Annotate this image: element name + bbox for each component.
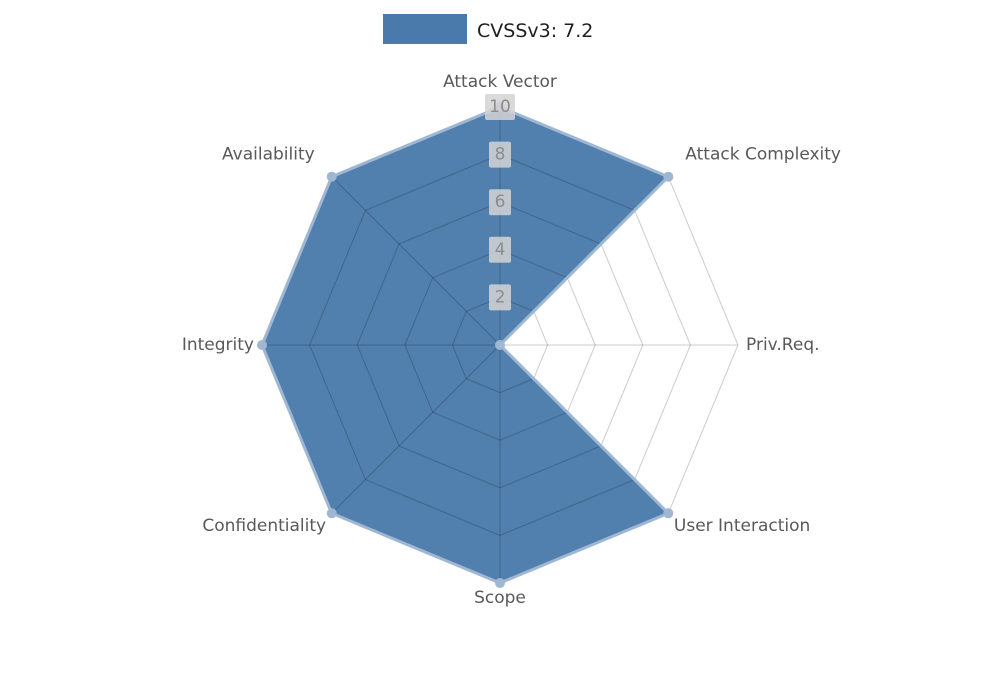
radar-tick-labels: 2 4 6 8 10 — [485, 94, 515, 311]
tick-label: 8 — [495, 145, 506, 165]
grid-ring — [451, 296, 549, 394]
tick-label-bg — [485, 94, 515, 120]
axis-label: User Interaction — [674, 516, 810, 536]
axis-label: Attack Vector — [443, 72, 557, 92]
series-marker — [257, 340, 267, 350]
tick-label-bg — [489, 236, 511, 263]
axis-label: Availability — [222, 145, 315, 165]
series-marker — [495, 578, 505, 588]
tick-label-bg — [489, 284, 511, 311]
tick-label: 4 — [495, 240, 506, 260]
axis-label: Integrity — [182, 335, 254, 355]
series-area — [262, 107, 669, 583]
legend-swatch[interactable] — [383, 14, 467, 44]
series-marker — [326, 171, 337, 182]
legend-label[interactable]: CVSSv3: 7.2 — [477, 20, 593, 42]
radar-series-fill — [262, 107, 669, 583]
axis-label: Priv.Req. — [746, 335, 820, 355]
tick-label-bg — [489, 141, 511, 168]
axis-label: Scope — [474, 588, 526, 608]
radar-series-line — [257, 102, 674, 588]
tick-label: 10 — [489, 97, 511, 117]
axis-label: Attack Complexity — [685, 145, 841, 165]
grid-spoke — [331, 176, 501, 346]
radar-axis-labels: Attack Vector Attack Complexity Priv.Req. U… — [182, 72, 841, 608]
legend[interactable]: CVSSv3: 7.2 — [383, 14, 593, 44]
tick-label: 6 — [495, 192, 506, 212]
tick-label: 2 — [495, 287, 506, 307]
grid-ring — [404, 249, 596, 441]
series-marker — [663, 508, 674, 519]
grid-spoke — [331, 344, 501, 514]
tick-label-bg — [489, 189, 511, 216]
grid-ring — [356, 201, 644, 489]
series-marker — [326, 508, 337, 519]
grid-ring — [309, 154, 691, 536]
series-marker — [495, 340, 505, 350]
series-marker — [663, 171, 674, 182]
axis-label: Confidentiality — [202, 516, 326, 536]
